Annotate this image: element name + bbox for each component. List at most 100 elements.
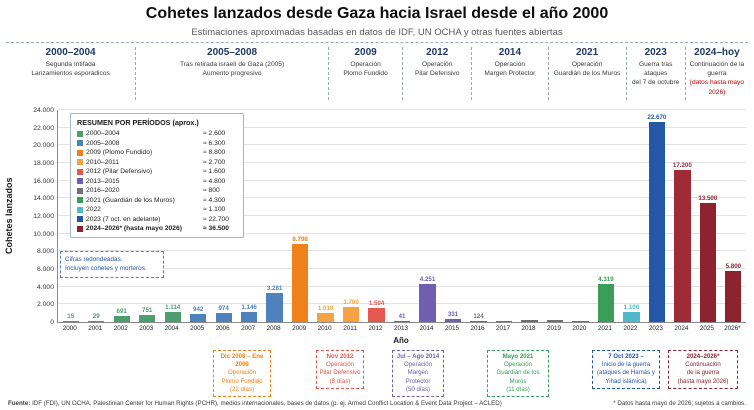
annotation-line: (ataques de Hamás y [597,369,655,377]
x-tick-label: 2007 [241,325,256,332]
legend-item-value: ≈ 4.800 [203,177,226,185]
x-tick-label: 2013 [394,325,409,332]
gridline [58,285,746,287]
period-description: Operación [571,61,603,68]
bar-2017 [495,321,513,322]
x-tick-label: 2021 [597,325,612,332]
period-header-7: 2023 Guerra tras ataques del 7 de octubre [625,47,685,100]
gridline [58,126,746,128]
bar-2010 [317,313,334,322]
period-description: del 7 de octubre [632,79,680,87]
legend-swatch [77,159,83,165]
annotation-line: Operación [325,361,355,369]
period-description: Pilar Defensivo [415,70,460,78]
legend-item-value: ≈ 8.800 [203,149,226,156]
y-tick-label: 4.000 [36,283,54,291]
bar-column-2017 [491,110,516,322]
bar-column-2024: 17.200 [670,110,695,322]
legend-item-8: 2021 (Guardián de los Muros) ≈ 4.300 [77,197,237,204]
bar-column-2014: 4.251 [415,110,440,322]
bar-2007 [240,311,258,322]
period-description-red: (datos hasta mayo 2026) [689,79,745,96]
bar-value-label: 942 [193,305,204,313]
bar-2026 [725,270,742,322]
gridline [58,250,746,252]
annotation-line: (hasta mayo 2026) [677,377,729,385]
source-text: Fuente: IDF (FDI), UN OCHA, Palestinian … [8,400,502,407]
bar-value-label: 41 [398,313,406,321]
bar-value-label: 17.200 [672,162,692,170]
bar-column-2016: 124 [466,110,491,322]
legend-item-label: 2022 [86,206,101,213]
legend-item-value: ≈ 6.300 [203,139,226,147]
chart-subtitle: Estimaciones aproximadas basadas en dato… [191,27,563,38]
legend-item-value: ≈ 800 [203,187,220,194]
period-header-5: 2014 Operación Margen Protector [471,47,547,100]
note-box: Cifras redondeadas. Incluyen cohetes y m… [60,251,164,278]
bar-column-2011: 1.700 [338,110,363,322]
bar-value-label: 13.500 [698,194,718,202]
y-tick-label: 8.000 [36,248,54,256]
annotation-line: Operación [403,361,433,369]
x-axis-title: Año [393,336,409,345]
legend-item-1: 2000–2004 ≈ 2.600 [77,130,237,137]
y-tick-label: 14.000 [33,195,54,203]
x-tick-label: 2025 [699,325,714,332]
bar-value-label: 331 [447,311,459,319]
bar-2018 [521,319,538,322]
legend-item-9: 2022 ≈ 1.100 [77,206,237,213]
legend-item-11: 2024–2026* (hasta mayo 2026) ≈ 36.500 [77,225,237,232]
x-tick-label: 2024 [674,325,689,332]
annotation-line: (8 días) [329,377,351,385]
bar-2016 [470,320,487,322]
x-tick-label: 2019 [546,325,561,332]
bar-value-label: 1.010 [317,305,334,313]
bar-column-2022: 1.100 [619,110,644,322]
legend-item-7: 2016–2020 ≈ 800 [77,187,237,194]
legend-item-6: 2013–2015 ≈ 4.800 [77,178,237,185]
annotation-line: Operación [503,361,533,369]
legend-item-label: 2009 (Plomo Fundido) [86,149,153,156]
chart-title: Cohetes lanzados desde Gaza hacia Israel… [145,5,609,22]
gridline [58,303,746,305]
bar-column-2020 [568,110,593,322]
source-label: Fuente: [8,400,31,407]
bar-column-2019 [542,110,567,322]
bar-value-label: 29 [92,313,100,321]
bar-value-label: 691 [116,307,127,315]
bar-column-2018 [517,110,542,322]
footnote: * Datos hasta mayo de 2026; sujetos a ca… [613,400,746,407]
legend-item-10: 2023 (7 oct. en adelante) ≈ 22.700 [77,216,237,223]
bar-2019 [546,320,564,322]
legend-item-value: ≈ 2.700 [203,158,226,166]
annotation-line: 7 Oct 2023 – [608,353,644,360]
annotation-line: (11 días) [506,385,530,393]
period-range: 2021 [575,47,599,58]
bar-value-label: 1.146 [241,303,257,311]
legend-item-label: 2010–2011 [86,158,119,166]
y-tick-label: 22.000 [33,124,54,132]
x-tick-label: 2000 [62,325,77,332]
legend-swatch [77,140,83,146]
bar-column-2015: 331 [440,110,465,322]
period-description: Guardián de los Muros [553,70,621,78]
legend-item-label: 2013–2015 [86,177,120,185]
annotation-line: Plomo Fundido [221,377,263,385]
x-tick-label: 2003 [139,325,154,332]
annotation-line: Operación [227,369,257,377]
x-tick-label: 2023 [648,325,663,332]
gridline [58,179,746,181]
bar-2003 [139,315,156,322]
bar-column-2007: 1.146 [236,110,261,322]
bar-value-label: 1.114 [165,304,181,312]
x-tick-label: 2014 [419,325,434,332]
legend-swatch [77,197,83,203]
bar-2020 [572,320,589,322]
period-description: Plomo Fundido [343,70,388,78]
period-header-4: 2012 Operación Pilar Defensivo [402,47,471,100]
bar-2011 [342,307,360,322]
bar-value-label: 1.100 [623,304,640,312]
period-header-8: 2024–hoy Continuación de la guerra (datos … [684,47,748,100]
x-tick-label: 2022 [623,325,638,332]
bar-value-label: 4.251 [419,276,436,284]
